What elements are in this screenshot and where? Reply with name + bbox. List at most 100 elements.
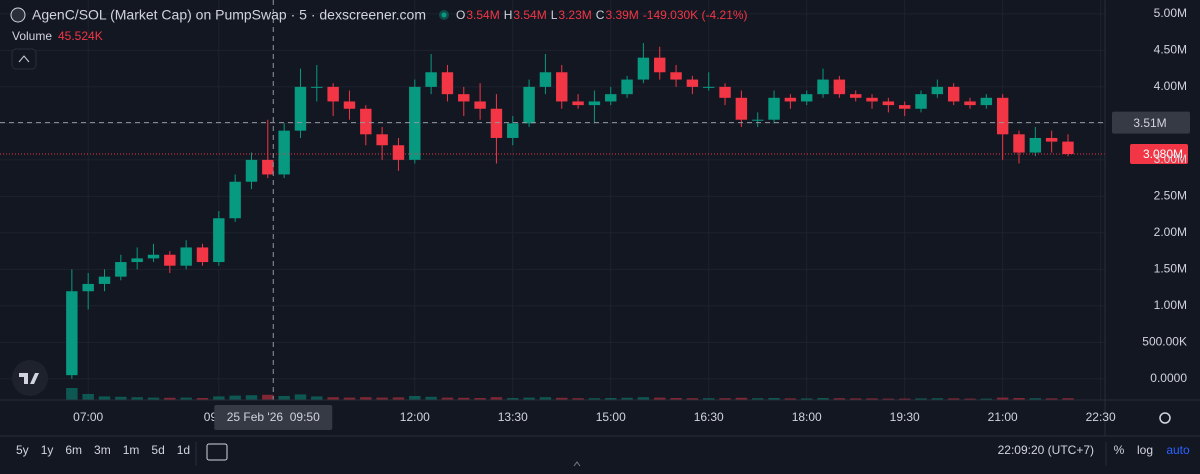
volume-label: Volume — [12, 29, 52, 43]
candle-body — [980, 97, 993, 106]
y-tick-label: 500.00K — [1142, 335, 1187, 349]
x-tick-label: 19:30 — [890, 410, 920, 424]
volume-value: 45.524K — [58, 29, 103, 43]
settings-button[interactable] — [1159, 412, 1171, 424]
candle-body — [915, 94, 927, 109]
grid — [0, 0, 1105, 400]
volume-bar — [115, 396, 127, 400]
range-button[interactable]: 5y — [16, 443, 29, 457]
candle-body — [849, 94, 862, 98]
range-button[interactable]: 5d — [151, 443, 164, 457]
candle-body — [556, 72, 568, 102]
candle-body — [196, 247, 209, 263]
volume-bar — [572, 398, 584, 400]
volume-bars — [66, 388, 1074, 400]
candle-body — [66, 291, 78, 376]
volume-bar — [605, 398, 617, 400]
candle-body — [294, 86, 307, 131]
status-dot — [441, 12, 447, 18]
volume-bar — [327, 397, 339, 400]
volume-bar — [147, 397, 160, 400]
candle-body — [947, 86, 960, 102]
volume-bar — [849, 398, 862, 400]
candle-body — [1029, 137, 1042, 153]
candle-body — [882, 101, 895, 106]
candle-body — [1013, 134, 1025, 153]
volume-bar — [523, 397, 535, 400]
volume-bar — [817, 398, 829, 400]
collapse-icon — [18, 55, 30, 63]
volume-bar — [507, 398, 519, 400]
y-tick-label: 2.00M — [1154, 225, 1187, 239]
volume-bar — [262, 394, 274, 400]
volume-bar — [556, 397, 568, 400]
candle-body — [115, 262, 127, 277]
volume-bar — [964, 398, 976, 400]
range-button[interactable]: 1d — [177, 443, 190, 457]
x-tick-label: 15:00 — [596, 410, 626, 424]
volume-bar — [882, 398, 895, 400]
collapse-button[interactable] — [11, 48, 37, 70]
volume-bar — [784, 398, 797, 400]
candle-body — [1062, 141, 1074, 155]
volume-bar — [229, 395, 241, 400]
x-tick-label: 16:30 — [694, 410, 724, 424]
volume-bar — [735, 397, 748, 400]
range-button[interactable]: 1m — [123, 443, 140, 457]
range-button[interactable]: 6m — [65, 443, 82, 457]
candle-body — [833, 79, 846, 95]
scale-button[interactable]: % — [1114, 443, 1125, 457]
candle-body — [621, 79, 633, 95]
chart-title: AgenC/SOL (Market Cap) on PumpSwap · 5 ·… — [32, 7, 426, 23]
x-tick-label: 18:00 — [792, 410, 822, 424]
scale-button[interactable]: log — [1137, 443, 1153, 457]
volume-bar — [931, 398, 944, 400]
candle-body — [360, 108, 372, 135]
volume-bar — [245, 395, 258, 400]
y-tick-label: 1.50M — [1154, 262, 1187, 276]
ohlc-key: H — [504, 8, 513, 22]
volume-bar — [392, 397, 405, 400]
volume-bar — [98, 396, 111, 400]
volume-bar — [915, 398, 927, 400]
candle-body — [490, 108, 503, 138]
volume-bar — [833, 398, 846, 400]
volume-bar — [686, 398, 699, 400]
volume-bar — [1013, 398, 1025, 400]
candle-body — [800, 94, 813, 102]
candle-body — [311, 86, 323, 88]
volume-bar — [719, 398, 731, 400]
candle-body — [768, 97, 780, 120]
volume-bar — [751, 398, 764, 400]
volume-bar — [131, 397, 143, 400]
last-price-label: 3.080M — [1143, 147, 1183, 161]
x-tick-label: 12:00 — [400, 410, 430, 424]
volume-bar — [425, 396, 437, 400]
y-tick-label: 1.00M — [1154, 298, 1187, 312]
volume-bar — [409, 396, 421, 400]
x-tick-label: 13:30 — [498, 410, 528, 424]
range-button[interactable]: 3m — [94, 443, 111, 457]
date-range-button[interactable] — [206, 443, 228, 461]
candle-body — [703, 86, 715, 88]
candle-body — [931, 86, 944, 95]
volume-bar — [180, 397, 192, 400]
candle-body — [278, 130, 290, 175]
candle-body — [686, 79, 699, 87]
scale-button[interactable]: auto — [1166, 443, 1190, 457]
candle-body — [327, 86, 339, 102]
volume-bar — [164, 397, 176, 400]
candle-body — [409, 86, 421, 160]
range-button[interactable]: 1y — [41, 443, 54, 457]
volume-bar — [866, 398, 878, 400]
ohlc-value: 3.54M — [513, 8, 546, 22]
volume-bar — [1062, 398, 1074, 400]
y-tick-label: 4.50M — [1154, 43, 1187, 57]
y-tick-label: 3.00M — [1154, 152, 1187, 166]
candle-body — [866, 97, 878, 102]
candle-body — [817, 79, 829, 95]
candle-body — [262, 159, 274, 175]
volume-bar — [441, 397, 454, 400]
y-tick-label: 4.00M — [1154, 79, 1187, 93]
volume-bar — [294, 394, 307, 400]
